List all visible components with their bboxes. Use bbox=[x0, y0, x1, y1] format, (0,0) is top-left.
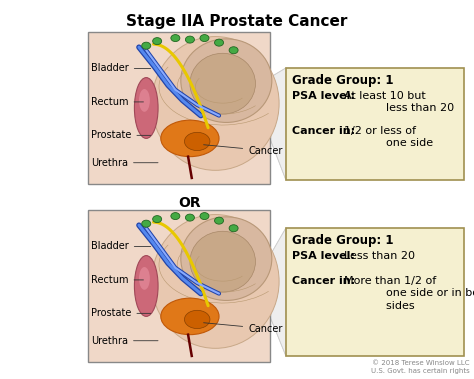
Text: Rectum: Rectum bbox=[91, 275, 144, 285]
Ellipse shape bbox=[139, 89, 150, 112]
FancyBboxPatch shape bbox=[286, 68, 464, 180]
Ellipse shape bbox=[181, 39, 272, 122]
Text: Grade Group: 1: Grade Group: 1 bbox=[292, 74, 393, 87]
Ellipse shape bbox=[135, 255, 158, 316]
Ellipse shape bbox=[171, 213, 180, 219]
Text: Cancer in:: Cancer in: bbox=[292, 126, 355, 136]
Text: Prostate: Prostate bbox=[91, 130, 151, 140]
Text: Prostate: Prostate bbox=[91, 309, 151, 318]
Text: © 2018 Terese Winslow LLC
U.S. Govt. has certain rights: © 2018 Terese Winslow LLC U.S. Govt. has… bbox=[371, 360, 470, 374]
Text: OR: OR bbox=[179, 196, 201, 210]
Bar bbox=[88, 210, 270, 362]
Ellipse shape bbox=[161, 120, 219, 157]
Ellipse shape bbox=[190, 53, 255, 114]
Ellipse shape bbox=[142, 220, 151, 227]
Ellipse shape bbox=[190, 231, 255, 292]
Bar bbox=[88, 32, 270, 184]
Ellipse shape bbox=[153, 38, 162, 45]
Ellipse shape bbox=[142, 42, 151, 49]
Text: Bladder: Bladder bbox=[91, 241, 151, 252]
Text: Cancer: Cancer bbox=[204, 323, 283, 334]
Ellipse shape bbox=[229, 225, 238, 232]
Ellipse shape bbox=[184, 132, 210, 150]
Polygon shape bbox=[270, 228, 286, 356]
Ellipse shape bbox=[229, 47, 238, 54]
Text: 1/2 or less of
            one side: 1/2 or less of one side bbox=[344, 126, 433, 149]
Ellipse shape bbox=[215, 39, 224, 46]
Text: Rectum: Rectum bbox=[91, 97, 144, 107]
Ellipse shape bbox=[184, 310, 210, 329]
Ellipse shape bbox=[215, 217, 224, 224]
Text: More than 1/2 of
            one side or in both
            sides: More than 1/2 of one side or in both sid… bbox=[344, 276, 474, 311]
Text: Stage IIA Prostate Cancer: Stage IIA Prostate Cancer bbox=[126, 14, 348, 29]
Text: PSA level:: PSA level: bbox=[292, 91, 355, 101]
Ellipse shape bbox=[171, 34, 180, 42]
Ellipse shape bbox=[185, 214, 194, 221]
Text: PSA level:: PSA level: bbox=[292, 251, 355, 261]
Text: Bladder: Bladder bbox=[91, 63, 151, 74]
Ellipse shape bbox=[152, 215, 279, 348]
Ellipse shape bbox=[181, 217, 272, 301]
Text: Less than 20: Less than 20 bbox=[344, 251, 415, 261]
Ellipse shape bbox=[161, 298, 219, 335]
Ellipse shape bbox=[139, 267, 150, 290]
Ellipse shape bbox=[135, 78, 158, 138]
Text: Urethra: Urethra bbox=[91, 336, 158, 346]
Text: Urethra: Urethra bbox=[91, 158, 158, 168]
Text: Grade Group: 1: Grade Group: 1 bbox=[292, 234, 393, 247]
Polygon shape bbox=[270, 68, 286, 180]
Ellipse shape bbox=[200, 34, 209, 42]
Text: Cancer in:: Cancer in: bbox=[292, 276, 355, 286]
Ellipse shape bbox=[152, 36, 279, 170]
Text: Cancer: Cancer bbox=[204, 145, 283, 155]
Ellipse shape bbox=[185, 36, 194, 43]
Ellipse shape bbox=[153, 216, 162, 222]
Text: At least 10 but
            less than 20: At least 10 but less than 20 bbox=[344, 91, 454, 113]
Ellipse shape bbox=[200, 213, 209, 219]
FancyBboxPatch shape bbox=[286, 228, 464, 356]
